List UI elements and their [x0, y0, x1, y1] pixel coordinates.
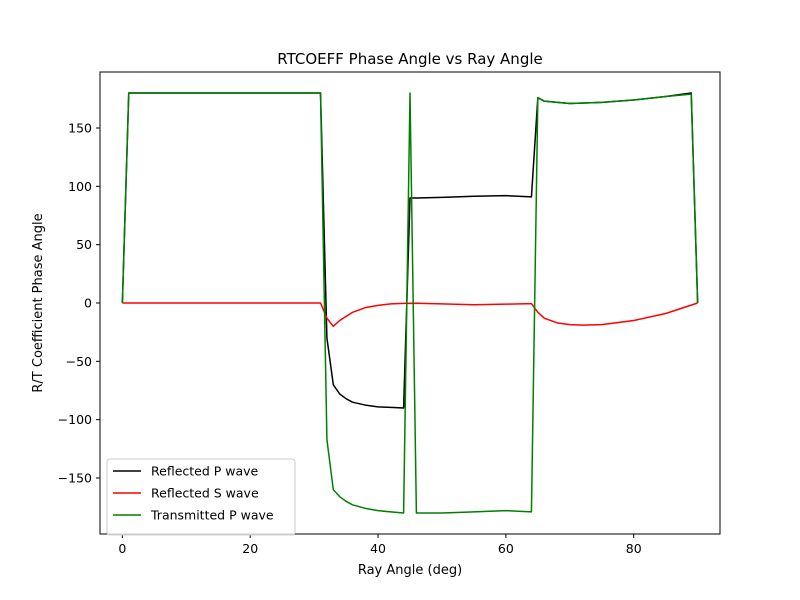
y-tick-label: 0 — [84, 296, 92, 311]
series-line-transmitted-p-wave — [121, 92, 699, 514]
x-tick-label: 20 — [242, 541, 258, 556]
x-tick-label: 60 — [498, 541, 514, 556]
legend-label: Reflected S wave — [151, 486, 259, 501]
x-axis: 0 20 40 60 80 — [118, 534, 642, 556]
chart-title: RTCOEFF Phase Angle vs Ray Angle — [277, 50, 542, 68]
x-tick-label: 80 — [626, 541, 642, 556]
y-axis-label: R/T Coefficient Phase Angle — [31, 213, 46, 392]
plot-area — [121, 92, 699, 514]
y-tick-label: 50 — [76, 237, 92, 252]
legend-box — [106, 458, 296, 536]
y-tick-label: −100 — [58, 412, 92, 427]
series-line-reflected-s-wave — [122, 302, 698, 328]
y-tick-label: −50 — [66, 354, 92, 369]
legend-label: Transmitted P wave — [150, 508, 274, 523]
x-tick-label: 0 — [118, 541, 126, 556]
y-tick-label: 100 — [68, 179, 92, 194]
y-tick-label: 150 — [68, 121, 92, 136]
x-axis-label: Ray Angle (deg) — [358, 563, 462, 578]
legend-label: Reflected P wave — [151, 464, 259, 479]
legend: Reflected P wave Reflected S wave Transmit… — [106, 458, 296, 536]
x-tick-label: 40 — [370, 541, 386, 556]
y-tick-label: −150 — [58, 471, 92, 486]
y-axis: −150 −100 −50 0 50 100 150 — [58, 121, 100, 486]
